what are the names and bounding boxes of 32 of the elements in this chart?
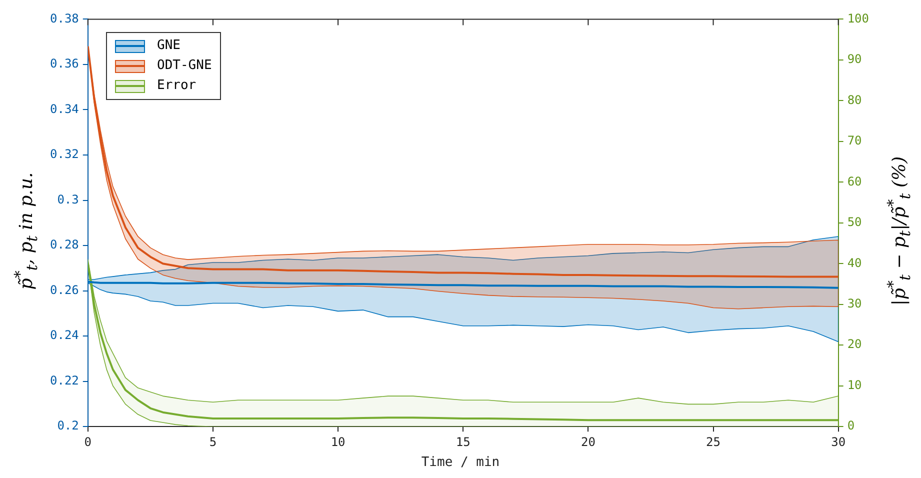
x-tick-label: 10: [330, 434, 346, 449]
y-tick-label: 0.38: [50, 11, 79, 26]
y-tick-label: 0.36: [50, 56, 79, 71]
legend-label: ODT-GNE: [157, 57, 212, 75]
x-tick-label: 5: [209, 434, 217, 449]
x-tick-label: 20: [580, 434, 596, 449]
y2-tick-label: 20: [847, 337, 862, 352]
y2-tick-label: 0: [847, 418, 855, 433]
y2-tick-label: 80: [847, 92, 862, 107]
x-axis-title: Time / min: [420, 455, 501, 470]
y2-tick-label: 50: [847, 215, 862, 230]
x-tick-label: 30: [831, 434, 846, 449]
x-tick-label: 0: [84, 434, 92, 449]
y2-tick-label: 10: [847, 378, 862, 392]
y-tick-label: 0.34: [50, 102, 79, 116]
legend-label: Error: [157, 77, 196, 95]
x-tick-label: 15: [456, 434, 470, 449]
y-tick-label: 0.3: [57, 192, 79, 206]
y-tick-label: 0.28: [50, 238, 79, 252]
y2-tick-label: 100: [847, 11, 870, 26]
y-tick-label: 0.32: [50, 147, 79, 162]
y2-tick-label: 70: [847, 134, 862, 148]
y2-tick-label: 30: [847, 296, 862, 311]
legend-label: GNE: [157, 37, 180, 55]
y2-tick-label: 60: [847, 174, 862, 188]
y2-tick-label: 40: [847, 256, 862, 270]
y-tick-label: 0.22: [50, 373, 79, 388]
y-tick-label: 0.24: [50, 328, 79, 342]
x-tick-label: 25: [706, 434, 720, 449]
y-tick-label: 0.2: [57, 418, 79, 433]
y-tick-label: 0.26: [50, 282, 79, 297]
y2-tick-label: 90: [847, 52, 862, 66]
